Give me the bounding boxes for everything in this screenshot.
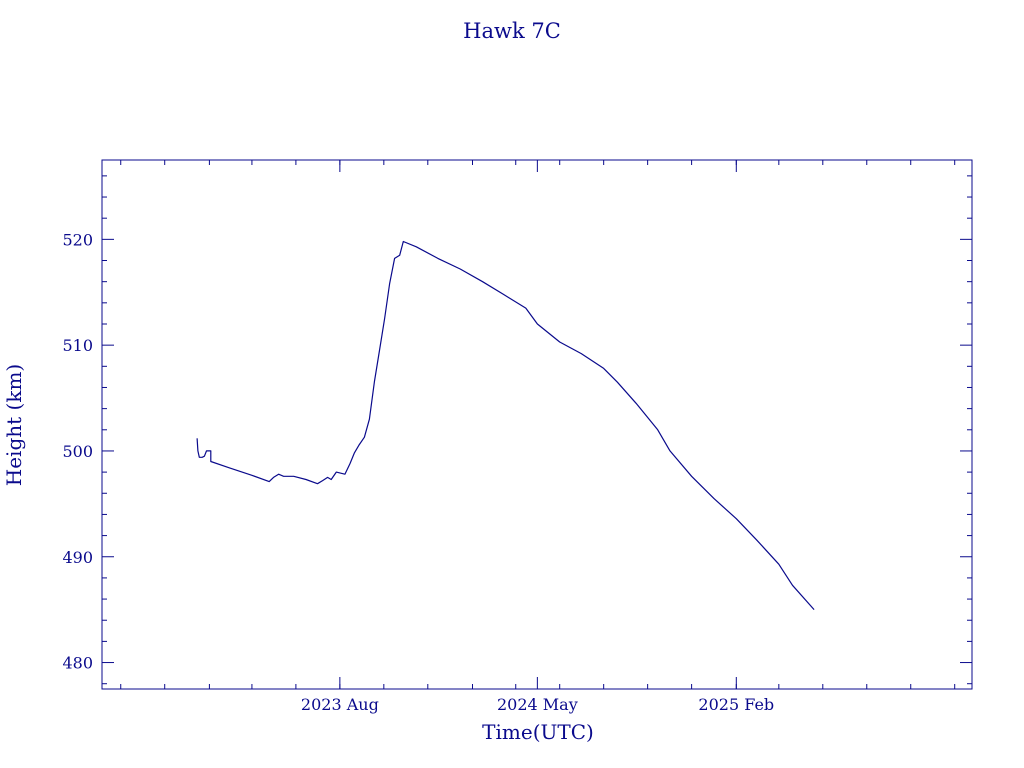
- y-tick-label: 480: [62, 654, 93, 673]
- x-tick-label: 2023 Aug: [301, 695, 379, 714]
- y-tick-label: 520: [62, 230, 93, 249]
- y-tick-label: 510: [62, 336, 93, 355]
- x-axis-label: Time(UTC): [482, 720, 594, 744]
- y-axis-label: Height (km): [2, 364, 26, 486]
- chart-title: Hawk 7C: [463, 19, 561, 43]
- y-tick-label: 500: [62, 442, 93, 461]
- x-tick-labels: 2023 Aug 2024 May 2025 Feb: [301, 695, 774, 714]
- height-series-line: [196, 240, 815, 610]
- x-tick-label: 2025 Feb: [698, 695, 774, 714]
- x-tick-label: 2024 May: [497, 695, 578, 714]
- y-tick-labels: 480 490 500 510 520: [62, 230, 93, 672]
- y-tick-label: 490: [62, 548, 93, 567]
- axis-ticks: [102, 160, 972, 689]
- plot-frame: [101, 159, 973, 690]
